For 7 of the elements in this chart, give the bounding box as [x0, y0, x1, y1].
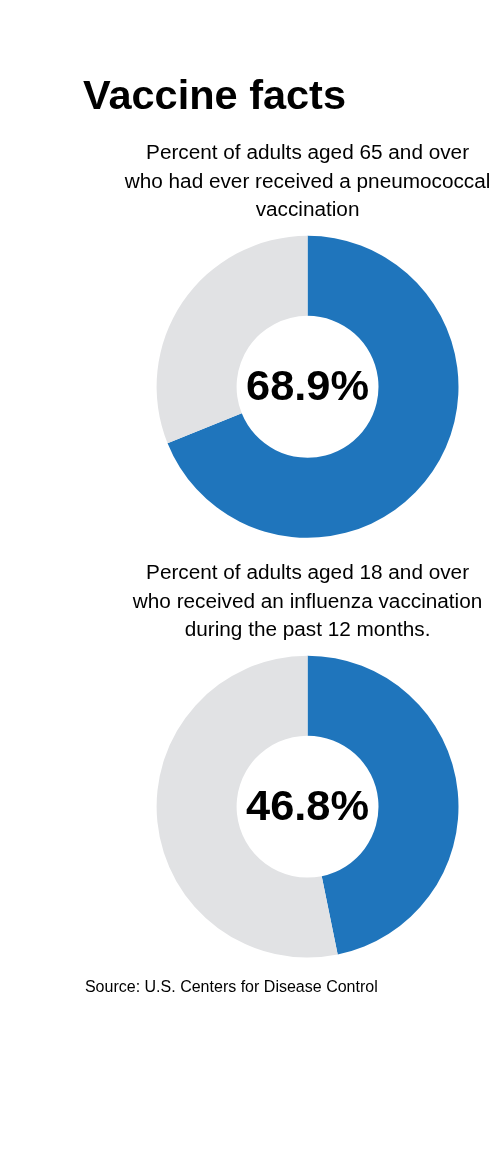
- source-note: Source: U.S. Centers for Disease Control: [84, 977, 378, 996]
- data-label: 68.9%: [246, 361, 370, 410]
- data-label: 46.8%: [246, 780, 370, 829]
- donut-slice: [167, 235, 459, 538]
- chart-subtitle: Percent of adults aged 18 and over who received an influenza vaccination during the past 12 months.: [131, 560, 483, 640]
- chart-subtitle: Percent of adults aged 65 and over who had ever received a pneumococcal vaccination: [123, 140, 491, 221]
- chart-title: Vaccine facts: [83, 71, 347, 119]
